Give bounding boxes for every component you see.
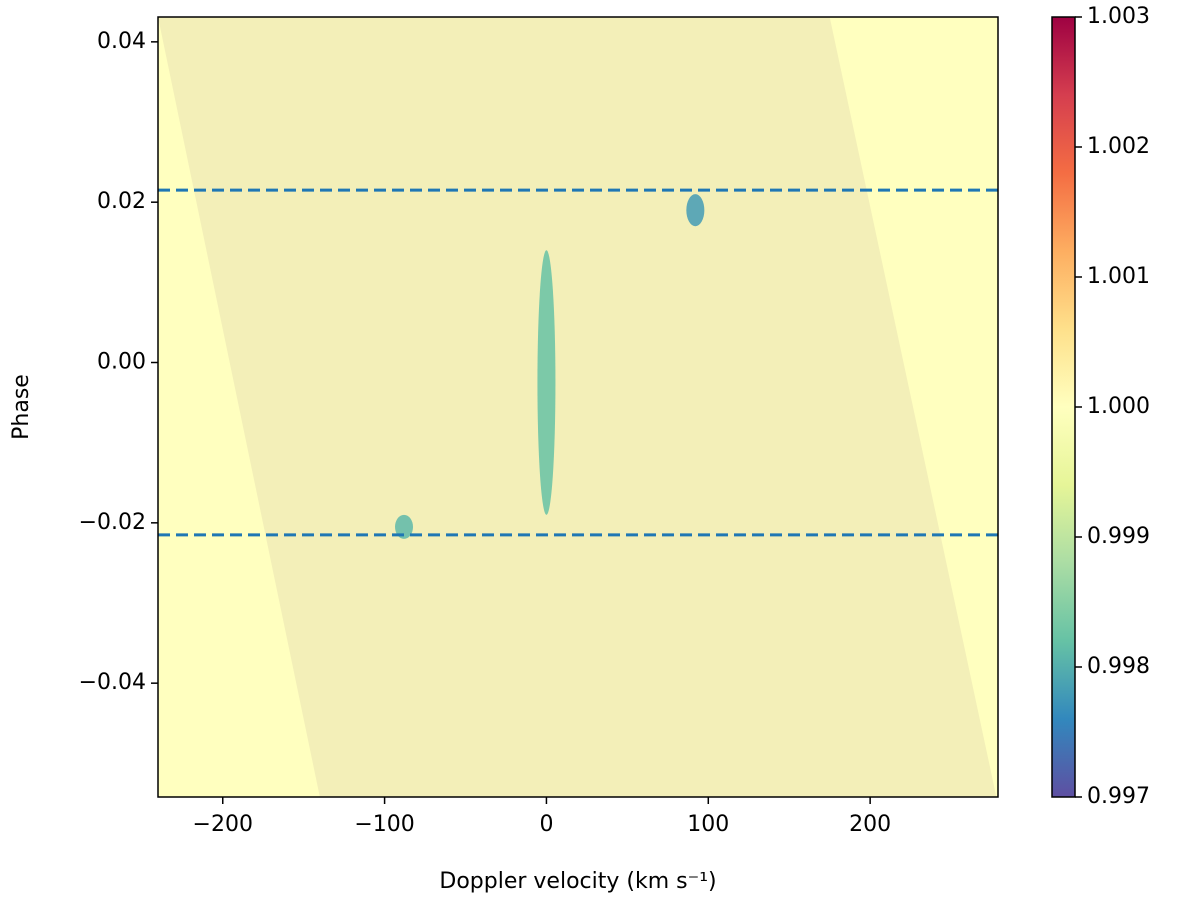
- y-tick-label: 0.02: [97, 189, 146, 214]
- y-axis-label: Phase: [9, 374, 34, 440]
- colorbar-tick-label: 1.003: [1087, 4, 1150, 29]
- feature: [686, 194, 705, 227]
- y-tick-label: 0.00: [97, 350, 146, 375]
- colorbar-tick-label: 1.001: [1087, 264, 1150, 289]
- y-tick-label: −0.02: [79, 510, 146, 535]
- feature: [395, 514, 414, 539]
- colorbar-tick-label: 0.997: [1087, 784, 1150, 809]
- x-tick-label: 200: [849, 812, 891, 837]
- x-tick-label: 0: [539, 812, 553, 837]
- coverage-region: [158, 17, 997, 797]
- colorbar: [1051, 16, 1076, 798]
- y-tick-label: −0.04: [79, 670, 146, 695]
- x-tick-label: 100: [687, 812, 729, 837]
- colorbar-tick-label: 1.002: [1087, 134, 1150, 159]
- x-tick-label: −100: [354, 812, 414, 837]
- feature: [537, 250, 556, 515]
- x-axis-label: Doppler velocity (km s⁻¹): [439, 869, 716, 894]
- plot-frame: [157, 16, 999, 798]
- x-tick-label: −200: [193, 812, 253, 837]
- colorbar-tick-label: 0.999: [1087, 524, 1150, 549]
- y-tick-label: 0.04: [97, 29, 146, 54]
- colorbar-tick-label: 0.998: [1087, 654, 1150, 679]
- colorbar-tick-label: 1.000: [1087, 394, 1150, 419]
- plot-area: [158, 17, 998, 797]
